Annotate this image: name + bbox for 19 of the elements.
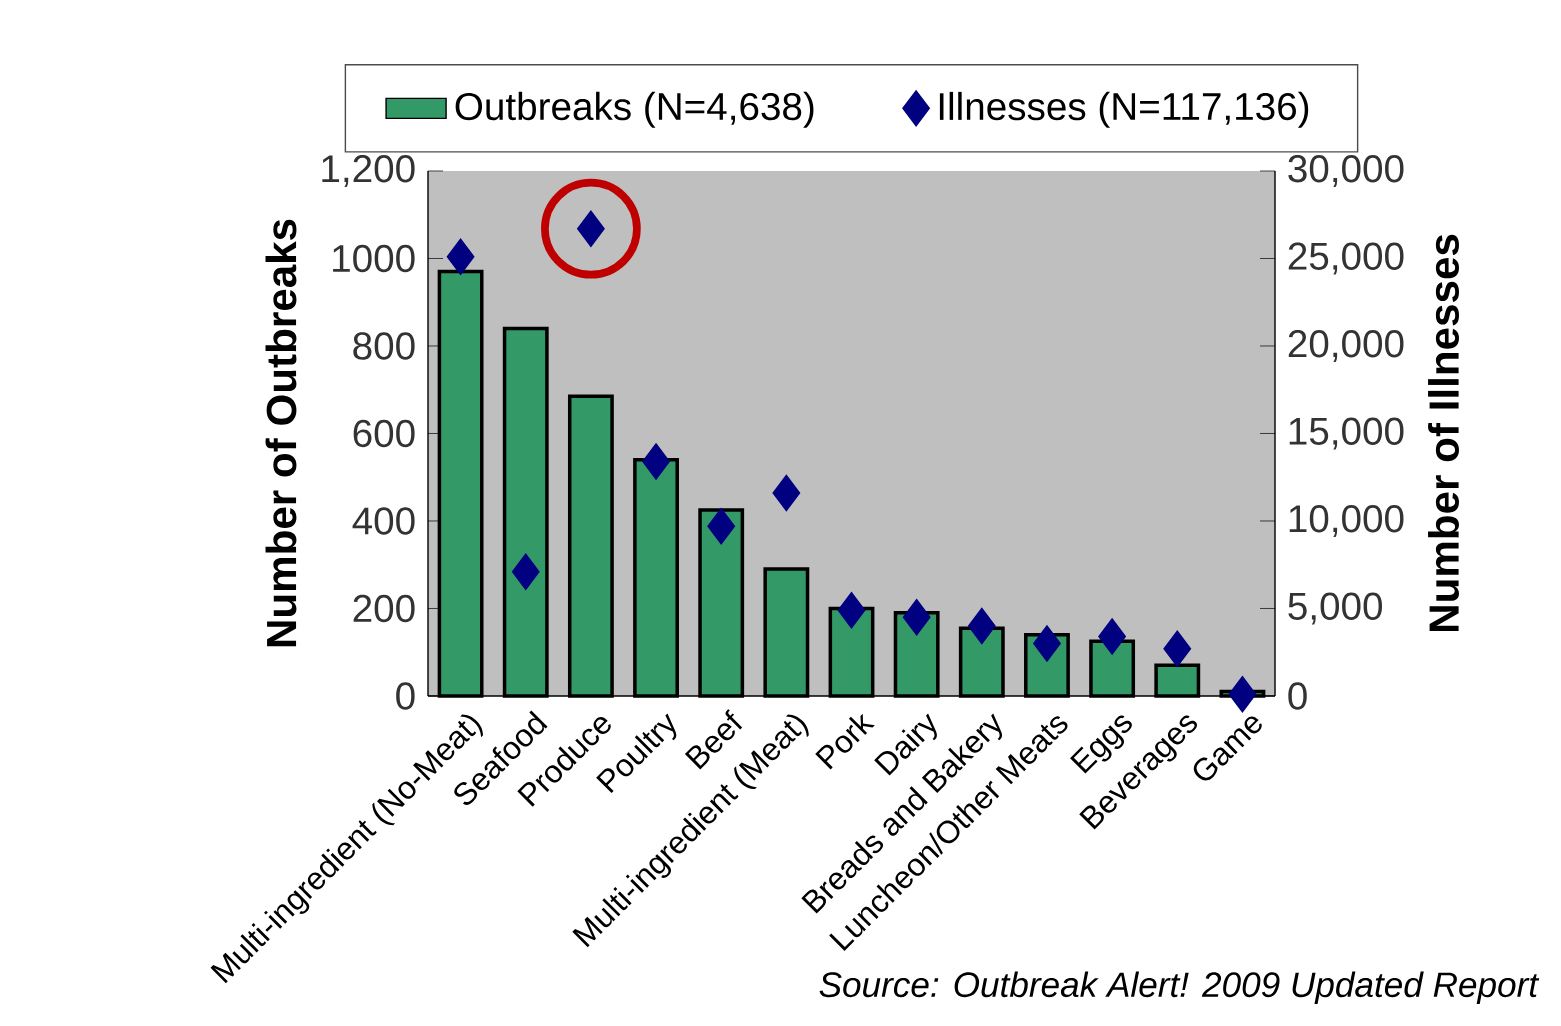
legend-label: Illnesses (N=117,136) — [939, 91, 1309, 128]
y-tick-label: 400 — [352, 507, 415, 535]
y-axis-title: Number of Outbreaks — [265, 219, 297, 647]
y-tick-label: 1,200 — [322, 155, 415, 187]
y2-tick-label: 0 — [1288, 682, 1307, 710]
y2-tick-label: 25,000 — [1288, 242, 1404, 275]
y2-tick-label: 15,000 — [1289, 417, 1404, 450]
legend-label: Outbreaks (N=4,638) — [455, 91, 814, 128]
y2-tick-label: 10,000 — [1289, 505, 1404, 537]
y2-tick-label: 20,000 — [1288, 330, 1404, 362]
y-tick-label: 0 — [396, 682, 415, 710]
y2-axis-title: Number of Illnesses — [1428, 234, 1459, 632]
source-note: Source: Outbreak Alert! 2009 Updated Report — [819, 971, 1540, 1005]
y-tick-label: 600 — [353, 419, 415, 448]
y-tick-label: 200 — [353, 594, 415, 623]
y-tick-label: 1000 — [333, 244, 415, 273]
y2-tick-label: 5,000 — [1288, 592, 1383, 625]
y2-tick-label: 30,000 — [1288, 155, 1404, 187]
y-tick-label: 800 — [353, 332, 415, 360]
